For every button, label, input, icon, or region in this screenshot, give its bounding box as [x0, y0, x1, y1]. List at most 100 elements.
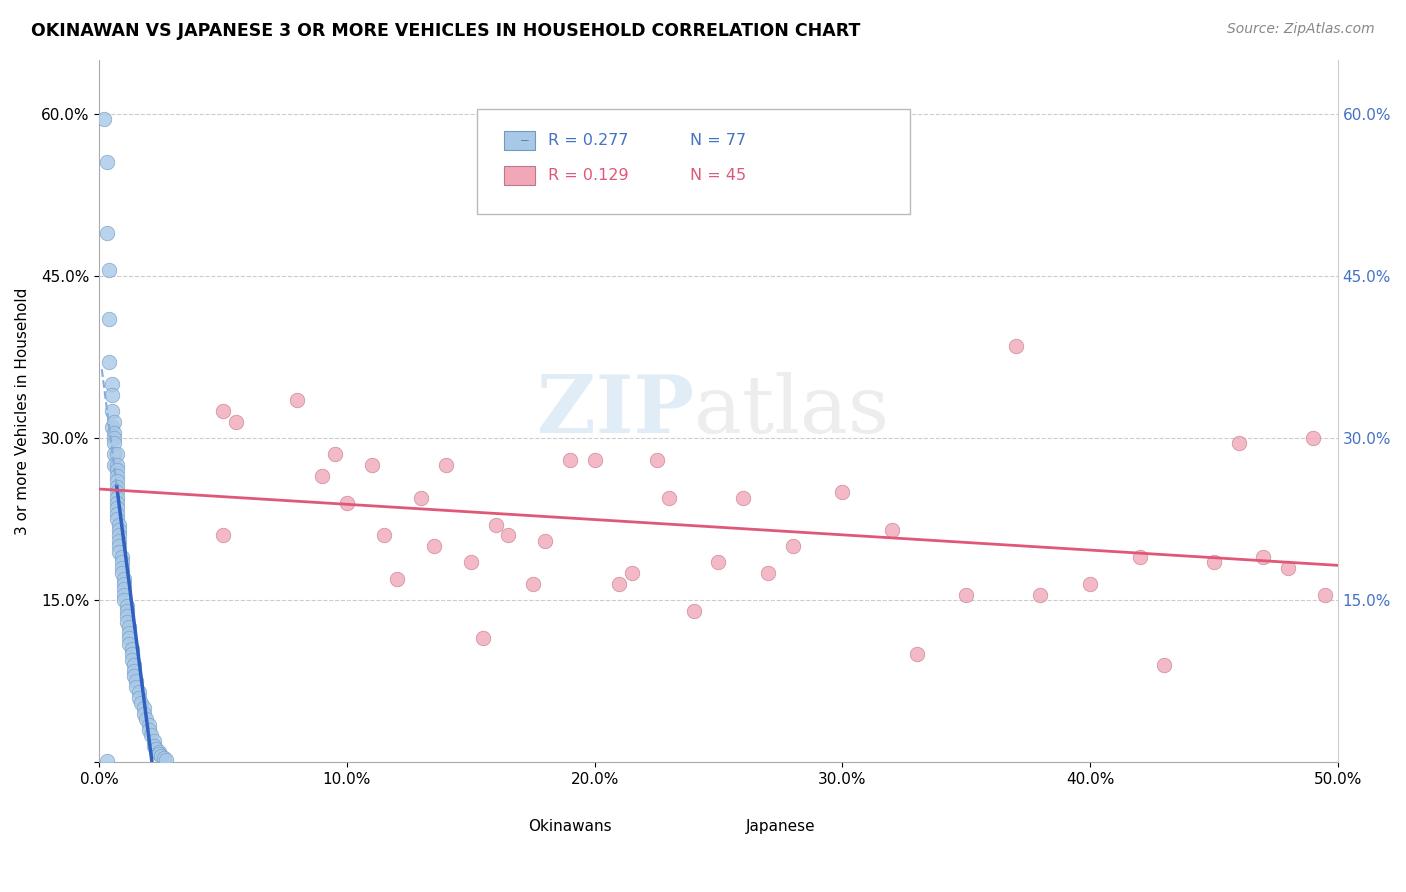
Point	[105, 469, 128, 483]
Point	[1315, 588, 1337, 602]
Point	[100, 376, 122, 391]
Point	[132, 706, 155, 721]
Point	[105, 496, 128, 510]
Point	[125, 680, 148, 694]
Point	[108, 523, 131, 537]
Point	[112, 582, 135, 597]
Point	[93, 112, 115, 126]
Point	[103, 447, 125, 461]
Point	[105, 512, 128, 526]
Point	[155, 753, 177, 767]
Point	[121, 641, 143, 656]
Point	[118, 631, 141, 645]
Point	[905, 648, 928, 662]
Point	[150, 748, 173, 763]
Point	[1153, 658, 1175, 673]
Point	[733, 491, 755, 505]
Point	[955, 588, 977, 602]
Text: OKINAWAN VS JAPANESE 3 OR MORE VEHICLES IN HOUSEHOLD CORRELATION CHART: OKINAWAN VS JAPANESE 3 OR MORE VEHICLES …	[31, 22, 860, 40]
Point	[311, 469, 333, 483]
Point	[100, 388, 122, 402]
Text: R = 0.129: R = 0.129	[547, 168, 628, 183]
Point	[880, 523, 903, 537]
Point	[225, 415, 247, 429]
Point	[118, 625, 141, 640]
Point	[1253, 549, 1275, 564]
Point	[496, 528, 519, 542]
Point	[128, 685, 150, 699]
Point	[138, 723, 160, 737]
Text: Okinawans: Okinawans	[520, 140, 529, 141]
Point	[411, 491, 433, 505]
Point	[782, 539, 804, 553]
Point	[583, 452, 606, 467]
Point	[707, 556, 730, 570]
Point	[645, 452, 668, 467]
Point	[105, 507, 128, 521]
Point	[111, 566, 134, 581]
FancyBboxPatch shape	[489, 814, 538, 830]
Text: ZIP: ZIP	[537, 372, 693, 450]
Point	[122, 664, 145, 678]
Point	[682, 604, 704, 618]
Point	[103, 431, 125, 445]
Point	[145, 742, 167, 756]
Point	[108, 533, 131, 548]
Point	[385, 572, 408, 586]
Text: Japanese: Japanese	[745, 819, 815, 834]
Point	[360, 458, 382, 472]
Point	[148, 747, 170, 761]
Point	[131, 696, 153, 710]
Point	[111, 561, 134, 575]
Point	[98, 312, 121, 326]
Point	[118, 620, 141, 634]
Point	[108, 528, 131, 542]
Point	[96, 155, 118, 169]
Point	[148, 745, 170, 759]
Text: R = 0.277: R = 0.277	[547, 133, 628, 148]
Point	[118, 636, 141, 650]
Point	[112, 577, 135, 591]
Point	[1029, 588, 1052, 602]
Point	[111, 549, 134, 564]
Point	[108, 517, 131, 532]
Point	[142, 739, 165, 754]
Point	[103, 458, 125, 472]
Point	[122, 669, 145, 683]
Point	[609, 577, 631, 591]
Text: N = 77: N = 77	[690, 133, 747, 148]
Point	[121, 653, 143, 667]
Point	[115, 615, 138, 629]
Point	[141, 728, 163, 742]
Text: atlas: atlas	[693, 372, 889, 450]
Point	[152, 751, 174, 765]
Point	[105, 485, 128, 500]
Point	[128, 690, 150, 705]
Point	[98, 355, 121, 369]
Point	[756, 566, 779, 581]
Point	[98, 263, 121, 277]
Point	[336, 496, 359, 510]
Point	[323, 447, 346, 461]
Point	[111, 556, 134, 570]
Point	[1202, 556, 1225, 570]
Point	[105, 501, 128, 516]
Point	[422, 539, 444, 553]
Point	[108, 544, 131, 558]
Text: Source: ZipAtlas.com: Source: ZipAtlas.com	[1227, 22, 1375, 37]
Point	[460, 556, 482, 570]
Y-axis label: 3 or more Vehicles in Household: 3 or more Vehicles in Household	[15, 287, 30, 534]
Point	[434, 458, 457, 472]
Point	[103, 436, 125, 450]
Point	[287, 393, 309, 408]
Point	[105, 458, 128, 472]
Point	[100, 404, 122, 418]
Point	[534, 533, 557, 548]
Point	[484, 517, 506, 532]
Point	[122, 658, 145, 673]
Point	[373, 528, 395, 542]
Point	[115, 609, 138, 624]
Point	[831, 485, 853, 500]
Point	[121, 648, 143, 662]
Point	[472, 631, 495, 645]
